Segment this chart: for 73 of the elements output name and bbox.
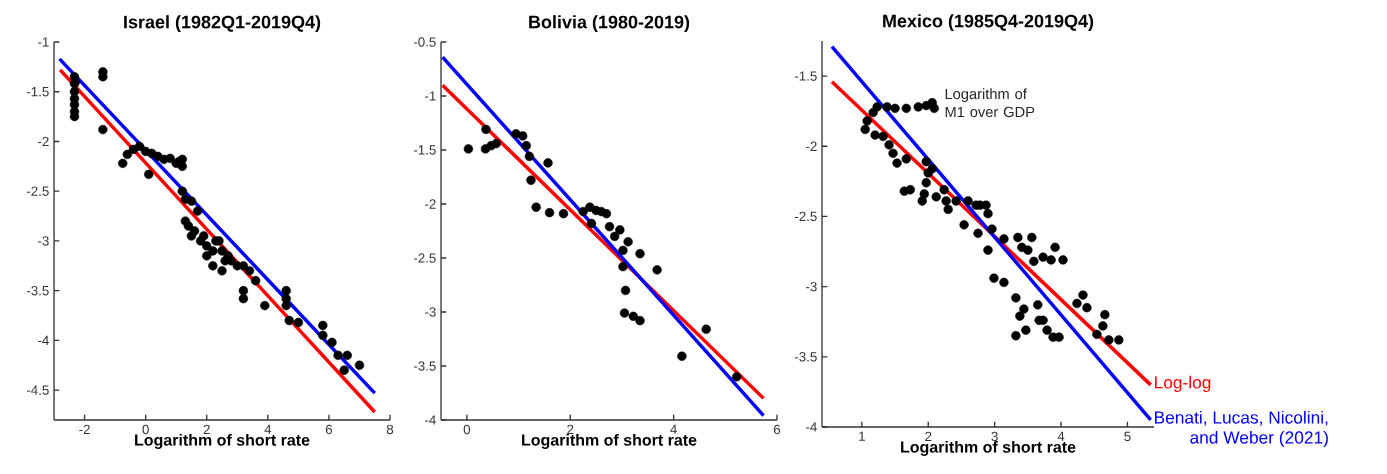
y-tick-label: -3 (38, 236, 49, 246)
y-tick-label: -2 (806, 141, 817, 151)
chart-title: Mexico (1985Q4-2019Q4) (883, 14, 1094, 31)
point (521, 141, 531, 151)
point (518, 131, 528, 141)
series-label: Log-log (1155, 375, 1211, 392)
y-tick-label: -1 (38, 37, 49, 47)
y-tick-label: -1.5 (413, 145, 436, 155)
point (463, 144, 474, 154)
chart-title: Israel (1982Q1-2019Q4) (124, 15, 321, 32)
y-tick-label: -4 (425, 415, 436, 425)
x-tick-label: 4 (264, 424, 272, 434)
y-tick-label: -2 (425, 199, 436, 209)
y-tick-label: -2.5 (26, 186, 49, 196)
y-tick-label: -2.5 (794, 211, 817, 222)
x-tick-label: 2 (925, 431, 932, 441)
point (481, 124, 491, 135)
y-tick-label: -4.5 (26, 385, 49, 395)
x-tick-label: 8 (386, 424, 394, 435)
x-tick-label: 1 (859, 431, 865, 441)
point (677, 351, 687, 361)
x-tick-label: 0 (463, 424, 471, 435)
x-tick-label: -2 (79, 424, 90, 435)
point (618, 245, 628, 256)
series-label: Benati, Lucas, Nicolini, and Weber (2021) (1155, 410, 1328, 448)
point (544, 207, 555, 218)
y-tick-label: -3.5 (26, 285, 49, 296)
point (543, 158, 553, 168)
y-tick-label: -1.5 (794, 71, 817, 81)
y-tick-label: -3 (425, 307, 436, 317)
x-tick-label: 6 (773, 424, 781, 435)
chart-title: Bolivia (1980-2019) (529, 15, 690, 32)
x-tick-label: 2 (203, 424, 210, 435)
point (618, 261, 628, 272)
point (586, 218, 597, 229)
series-label: Logarithm of M1 over GDP (945, 88, 1035, 118)
point (732, 372, 742, 382)
y-tick-label: -3.5 (794, 352, 817, 362)
y-tick-label: -2.5 (413, 253, 436, 263)
point (531, 202, 541, 212)
point (619, 308, 630, 318)
y-tick-label: -4 (806, 422, 817, 432)
x-tick-label: 6 (325, 424, 333, 435)
point (610, 231, 620, 242)
point (558, 209, 569, 219)
y-tick-label: -0.5 (413, 37, 436, 47)
x-axis-title: Logarithm of short rate (901, 440, 1076, 456)
point (652, 265, 662, 275)
x-tick-label: 2 (567, 424, 574, 435)
y-tick-label: -3 (806, 281, 817, 292)
x-tick-label: 0 (142, 424, 149, 435)
y-tick-label: -4 (38, 335, 49, 345)
point (620, 285, 631, 296)
point (635, 249, 645, 259)
point (604, 222, 615, 232)
point (615, 225, 625, 235)
point (526, 175, 536, 185)
x-axis-title: Logarithm of short rate (522, 433, 697, 449)
y-tick-label: -1.5 (26, 87, 49, 97)
point (701, 324, 711, 334)
x-tick-label: 4 (1057, 431, 1065, 441)
point (635, 315, 645, 326)
x-axis-title: Logarithm of short rate (135, 433, 310, 449)
point (623, 237, 633, 247)
x-tick-label: 3 (991, 431, 998, 442)
y-tick-label: -2 (38, 136, 49, 147)
point (524, 151, 535, 162)
point (491, 138, 501, 149)
x-tick-label: 5 (1124, 431, 1131, 441)
x-tick-label: 4 (670, 424, 677, 434)
y-tick-label: -3.5 (413, 361, 436, 371)
point (601, 209, 612, 219)
y-tick-label: -1 (425, 91, 436, 101)
